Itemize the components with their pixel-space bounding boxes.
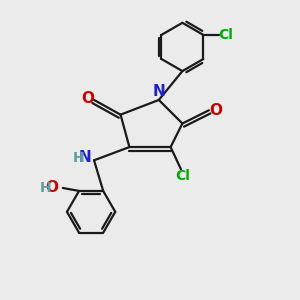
Text: O: O (209, 103, 222, 118)
Text: H: H (73, 151, 85, 165)
Text: O: O (45, 181, 58, 196)
Text: O: O (81, 91, 94, 106)
Text: N: N (152, 84, 165, 99)
Text: Cl: Cl (175, 169, 190, 184)
Text: H: H (39, 181, 51, 195)
Text: N: N (79, 150, 92, 165)
Text: Cl: Cl (218, 28, 233, 42)
